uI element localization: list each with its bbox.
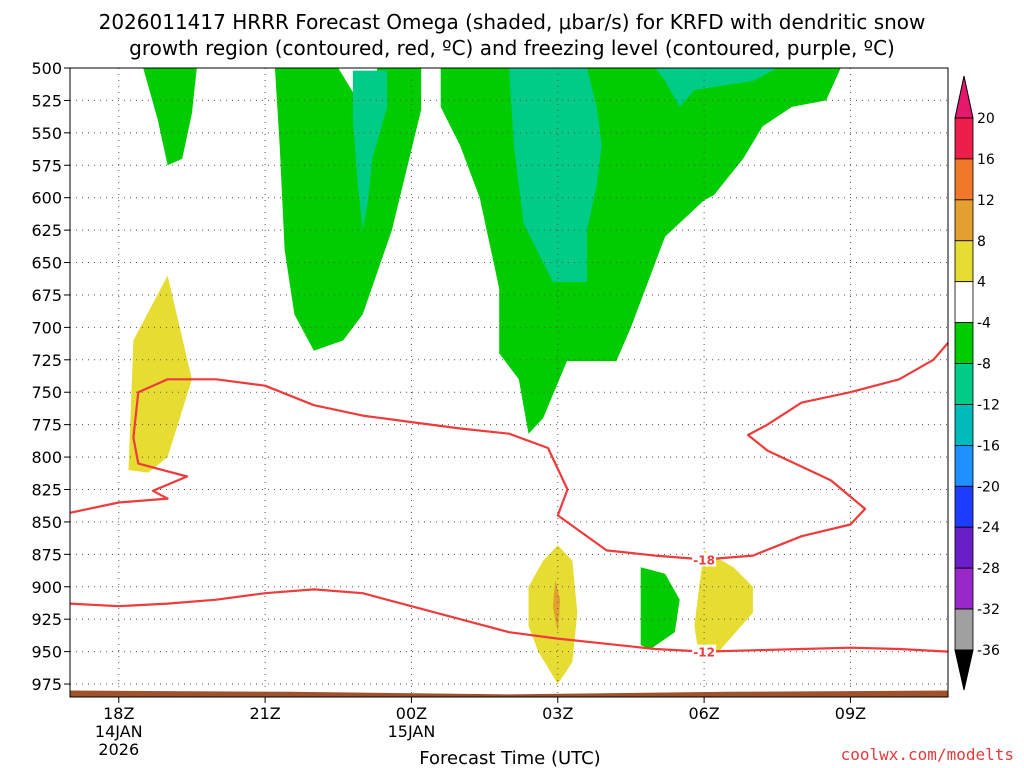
- omega-region-7: [640, 567, 680, 649]
- x-tick-label: 18Z: [103, 704, 134, 723]
- chart-title-line2: growth region (contoured, red, ºC) and f…: [129, 36, 895, 60]
- source-credit: coolwx.com/modelts: [841, 745, 1014, 764]
- grid-layer: [70, 67, 948, 697]
- contour-line--12: [69, 588, 949, 653]
- dgz-contours: -18 -12: [69, 342, 949, 660]
- omega-region-0: [143, 68, 197, 166]
- omega-region-11: [694, 550, 753, 659]
- colorbar-swatch: [954, 567, 974, 610]
- x-tick-label: 09Z: [835, 704, 866, 723]
- y-tick-label: 875: [31, 545, 62, 564]
- y-tick-label: 700: [31, 318, 62, 337]
- colorbar-swatch: [954, 485, 974, 528]
- omega-region-4: [352, 70, 388, 231]
- omega-region-6: [655, 68, 778, 107]
- omega-region-5: [509, 68, 602, 282]
- colorbar-swatch: [954, 199, 974, 242]
- omega-region-9: [528, 545, 578, 684]
- omega-region-10: [552, 580, 561, 633]
- colorbar-label: -8: [977, 357, 991, 373]
- x-axis-title: Forecast Time (UTC): [419, 748, 600, 768]
- colorbar-label: -36: [977, 643, 1000, 659]
- omega-region-8: [128, 275, 192, 473]
- omega-region-3: [557, 68, 841, 362]
- colorbar-bottom-arrow: [954, 649, 974, 691]
- colorbar-label: 20: [977, 111, 995, 127]
- y-tick-label: 650: [31, 254, 62, 273]
- colorbar-swatch: [954, 158, 974, 201]
- omega-region-1: [274, 68, 422, 351]
- colorbar-label: -4: [977, 316, 991, 332]
- colorbar-label: -32: [977, 602, 1000, 618]
- y-tick-label: 625: [31, 221, 62, 240]
- colorbar-swatch: [954, 526, 974, 569]
- y-tick-label: 825: [31, 480, 62, 499]
- y-tick-label: 525: [31, 91, 62, 110]
- colorbar-swatch: [954, 322, 974, 364]
- colorbar-label: -20: [977, 479, 1000, 495]
- colorbar-swatch: [954, 281, 974, 324]
- colorbar-label: 8: [977, 234, 986, 250]
- x-tick-label: 00Z: [396, 704, 427, 723]
- colorbar-swatch: [954, 608, 974, 651]
- pressure-axis: 500 525 550 575 600 625 650 675 700 725 750 775 800 8…: [31, 59, 70, 694]
- chart-title-line1: 2026011417 HRRR Forecast Omega (shaded, …: [99, 10, 926, 34]
- colorbar-swatch: [954, 117, 974, 160]
- colorbar-label: 12: [977, 193, 995, 209]
- colorbar-swatch: [954, 404, 974, 446]
- contour-label-bg: [692, 644, 717, 659]
- y-tick-label: 800: [31, 448, 62, 467]
- plot-frame: [69, 67, 949, 698]
- x-tick-year: 2026: [98, 740, 139, 759]
- contour-label--18: -18: [693, 554, 715, 568]
- colorbar-label: 4: [977, 275, 986, 291]
- x-tick-label: 06Z: [688, 704, 719, 723]
- y-tick-label: 575: [31, 156, 62, 175]
- contour-line--18: [69, 342, 949, 561]
- y-tick-label: 850: [31, 513, 62, 532]
- y-tick-label: 725: [31, 351, 62, 370]
- x-tick-date: 15JAN: [388, 722, 436, 741]
- colorbar-swatch: [954, 240, 974, 283]
- y-tick-label: 925: [31, 610, 62, 629]
- y-tick-label: 550: [31, 124, 62, 143]
- terrain-fill: [70, 690, 948, 697]
- contour-label-bg: [692, 552, 717, 567]
- colorbar-swatch: [954, 444, 974, 487]
- y-tick-label: 500: [31, 59, 62, 78]
- colorbar-label: -28: [977, 561, 1000, 577]
- y-tick-label: 900: [31, 578, 62, 597]
- y-tick-label: 775: [31, 416, 62, 435]
- colorbar-label: -16: [977, 438, 1000, 454]
- colorbar-top-arrow: [954, 75, 974, 119]
- omega-shaded-regions: [128, 68, 841, 684]
- colorbar-label: -12: [977, 397, 1000, 413]
- contour-label--12: -12: [693, 646, 715, 660]
- y-tick-label: 975: [31, 675, 62, 694]
- y-tick-label: 750: [31, 383, 62, 402]
- x-tick-label: 03Z: [542, 704, 573, 723]
- omega-colorbar: 20 16 12 8 4 -4 -8 -12 -16 -20 -24 -28 -32 -36: [954, 75, 1000, 691]
- x-tick-label: 21Z: [249, 704, 280, 723]
- colorbar-label: 16: [977, 152, 995, 168]
- y-tick-label: 950: [31, 643, 62, 662]
- colorbar-label: -24: [977, 520, 1000, 536]
- y-tick-label: 675: [31, 286, 62, 305]
- terrain-layer: [70, 690, 948, 697]
- y-tick-label: 600: [31, 189, 62, 208]
- x-tick-date: 14JAN: [95, 722, 143, 741]
- colorbar-swatch: [954, 363, 974, 405]
